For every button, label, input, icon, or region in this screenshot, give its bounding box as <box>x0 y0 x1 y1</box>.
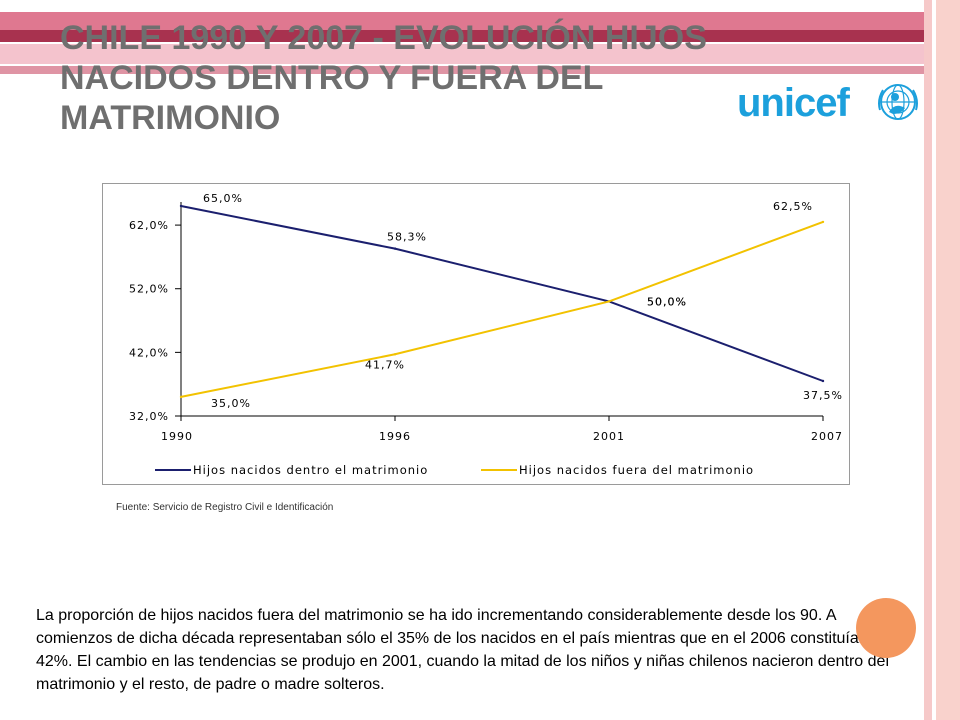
header-band-pink <box>0 44 960 64</box>
logo-wordmark: unicef <box>737 81 850 125</box>
x-tick-label: 1990 <box>161 430 193 443</box>
series-point-2 <box>607 300 611 303</box>
data-label-1: 58,3% <box>387 231 427 244</box>
slide-title: CHILE 1990 Y 2007 - EVOLUCIÓN HIJOS NACI… <box>60 19 707 137</box>
right-border-panel <box>936 0 960 720</box>
data-label-1: 50,0% <box>647 295 687 308</box>
source-note: Fuente: Servicio de Registro Civil e Ide… <box>116 502 334 513</box>
series-line-1 <box>180 205 824 382</box>
chart-frame: 32,0% 42,0% 52,0% 62,0% 1990 1996 2001 2007 65,0… <box>102 183 850 485</box>
decorative-circle <box>856 598 916 658</box>
line-chart: 32,0% 42,0% 52,0% 62,0% 1990 1996 2001 2007 65,0… <box>129 192 843 477</box>
unicef-globe-icon <box>878 84 918 120</box>
header-band-bottom <box>0 66 960 74</box>
series-point-1 <box>179 204 183 208</box>
series-point-1 <box>393 247 397 250</box>
data-label-2: 50,0% <box>647 295 687 308</box>
y-tick-label: 32,0% <box>129 410 169 423</box>
legend-label-1: Hijos nacidos dentro el matrimonio <box>193 463 428 477</box>
header-band-dark <box>0 30 960 42</box>
series-point-2 <box>393 353 397 356</box>
description-paragraph: La proporción de hijos nacidos fuera del… <box>36 607 890 693</box>
right-border-gap <box>932 0 936 720</box>
x-tick-label: 2007 <box>811 430 843 443</box>
y-tick-label: 42,0% <box>129 346 169 359</box>
data-label-1: 37,5% <box>803 389 843 402</box>
series-point-1 <box>821 379 825 383</box>
x-tick-label: 2001 <box>593 430 625 443</box>
right-border-strip <box>924 0 932 720</box>
data-label-2: 41,7% <box>365 358 405 371</box>
data-label-2: 35,0% <box>211 397 251 410</box>
series-point-2 <box>821 220 825 224</box>
series-point-2 <box>179 395 183 399</box>
y-tick-label: 62,0% <box>129 219 169 232</box>
series-line-2 <box>180 220 824 398</box>
data-label-2: 62,5% <box>773 200 813 213</box>
legend-label-2: Hijos nacidos fuera del matrimonio <box>519 463 754 477</box>
x-tick-label: 1996 <box>379 430 411 443</box>
y-tick-label: 52,0% <box>129 283 169 296</box>
data-label-1: 65,0% <box>203 192 243 205</box>
header-band-top <box>0 12 960 34</box>
unicef-logo: unicef <box>737 78 918 128</box>
